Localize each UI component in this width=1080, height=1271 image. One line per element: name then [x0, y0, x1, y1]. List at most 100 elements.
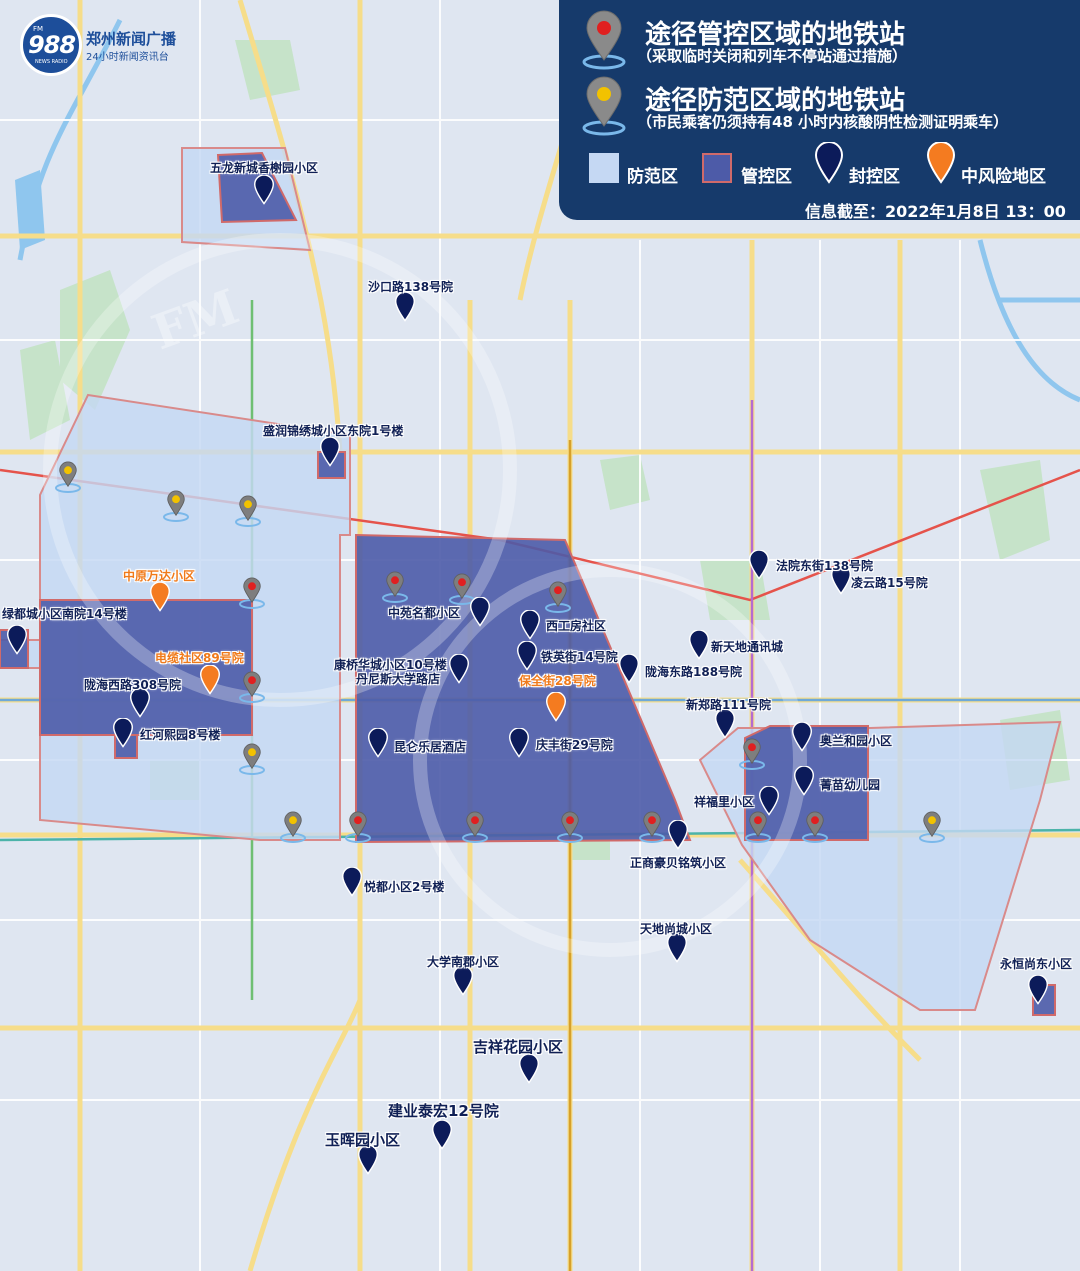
sealed-label-6: 中苑名都小区: [388, 606, 461, 620]
medium-risk-pin-icon: [927, 142, 955, 184]
legend-medium-risk: 中风险地区: [961, 167, 1046, 187]
prevention-zone-swatch: [589, 153, 619, 183]
sealed-pin-16[interactable]: [689, 630, 709, 660]
sealed-label-10: 丹尼斯大学路店: [356, 672, 441, 686]
station-logo: FM 988 NEWS RADIO 郑州新闻广播 24小时新闻资讯台: [20, 14, 185, 76]
sealed-label-25: 吉祥花园小区: [473, 1038, 564, 1056]
prevention-station-icon: [582, 76, 626, 136]
sealed-pin-3[interactable]: [7, 625, 27, 655]
controlled-station-pin-1[interactable]: [242, 670, 262, 700]
sealed-pin-18[interactable]: [792, 722, 812, 752]
prevention-station-pin-0[interactable]: [58, 460, 78, 490]
sealed-pin-6[interactable]: [470, 597, 490, 627]
sealed-pin-21[interactable]: [668, 820, 688, 850]
sealed-label-23: 天地尚城小区: [640, 922, 713, 936]
sealed-pin-4[interactable]: [130, 688, 150, 718]
sealed-pin-14[interactable]: [749, 550, 769, 580]
sealed-pin-15[interactable]: [831, 565, 851, 595]
controlled-station-pin-11[interactable]: [805, 810, 825, 840]
legend-title-controlled: 途径管控区域的地铁站: [645, 20, 906, 50]
sealed-pin-8[interactable]: [517, 641, 537, 671]
sealed-pin-icon: [815, 142, 843, 184]
sealed-pin-11[interactable]: [368, 728, 388, 758]
sealed-pin-19[interactable]: [794, 766, 814, 796]
sealed-pin-12[interactable]: [509, 728, 529, 758]
sealed-pin-20[interactable]: [759, 786, 779, 816]
sealed-label-18: 奥兰和园小区: [820, 734, 893, 748]
sealed-label-26: 建业泰宏12号院: [388, 1102, 499, 1120]
sealed-pin-17[interactable]: [715, 709, 735, 739]
info-timestamp: 信息截至：2022年1月8日 13：00: [805, 202, 1066, 221]
sealed-label-15: 凌云路15号院: [851, 576, 928, 590]
sealed-label-7: 西工房社区: [546, 619, 607, 633]
sealed-label-20: 祥福里小区: [694, 795, 755, 809]
legend-panel: 途径管控区域的地铁站 （采取临时关闭和列车不停站通过措施） 途径防范区域的地铁站…: [559, 0, 1080, 221]
sealed-label-17: 新郑路111号院: [686, 698, 772, 712]
sealed-pin-5[interactable]: [113, 718, 133, 748]
prevention-station-pin-4[interactable]: [283, 810, 303, 840]
controlled-station-pin-2[interactable]: [385, 570, 405, 600]
medium-risk-label-2: 保全街28号院: [519, 674, 596, 688]
logo-fm: FM: [33, 25, 44, 33]
sealed-label-12: 庆丰街29号院: [536, 738, 613, 752]
legend-prevention-zone: 防范区: [627, 167, 678, 187]
logo-badge: FM 988 NEWS RADIO: [20, 14, 82, 76]
medium-risk-pin-2[interactable]: [546, 692, 566, 722]
controlled-station-pin-5[interactable]: [348, 810, 368, 840]
sealed-label-0: 五龙新城香榭园小区: [210, 161, 319, 175]
sealed-pin-23[interactable]: [667, 933, 687, 963]
sealed-label-16: 新天地通讯城: [711, 640, 784, 654]
controlled-station-pin-8[interactable]: [642, 810, 662, 840]
sealed-pin-7[interactable]: [520, 610, 540, 640]
sealed-pin-24[interactable]: [453, 966, 473, 996]
sealed-pin-28[interactable]: [1028, 975, 1048, 1005]
medium-risk-label-0: 中原万达小区: [123, 569, 196, 583]
sealed-label-24: 大学南郡小区: [427, 955, 500, 969]
sealed-label-9: 康桥华城小区10号楼: [334, 658, 447, 672]
medium-risk-pin-0[interactable]: [150, 582, 170, 612]
controlled-station-icon: [582, 10, 626, 70]
controlled-station-pin-7[interactable]: [560, 810, 580, 840]
legend-note-controlled: （采取临时关闭和列车不停站通过措施）: [637, 47, 908, 65]
sealed-label-21: 正商豪贝铭筑小区: [630, 856, 727, 870]
logo-sub: NEWS RADIO: [35, 59, 68, 65]
controlled-station-pin-4[interactable]: [548, 580, 568, 610]
controlled-station-pin-10[interactable]: [748, 810, 768, 840]
prevention-station-pin-2[interactable]: [238, 494, 258, 524]
sealed-pin-0[interactable]: [254, 175, 274, 205]
sealed-pin-1[interactable]: [395, 292, 415, 322]
prevention-station-pin-3[interactable]: [242, 742, 262, 772]
sealed-label-13: 陇海东路188号院: [645, 665, 743, 679]
sealed-label-11: 昆仑乐居酒店: [394, 740, 467, 754]
sealed-label-28: 永恒尚东小区: [1000, 957, 1073, 971]
prevention-station-pin-1[interactable]: [166, 489, 186, 519]
sealed-pin-22[interactable]: [342, 867, 362, 897]
controlled-station-pin-0[interactable]: [242, 576, 262, 606]
sealed-label-22: 悦都小区2号楼: [364, 880, 445, 894]
sealed-label-8: 铁英街14号院: [541, 650, 618, 664]
sealed-pin-9[interactable]: [449, 654, 469, 684]
sealed-pin-26[interactable]: [432, 1120, 452, 1150]
controlled-station-pin-9[interactable]: [742, 737, 762, 767]
sealed-pin-2[interactable]: [320, 437, 340, 467]
controlled-zone-swatch: [702, 153, 732, 183]
controlled-station-pin-6[interactable]: [465, 810, 485, 840]
medium-risk-pin-1[interactable]: [200, 665, 220, 695]
sealed-pin-13[interactable]: [619, 654, 639, 684]
sealed-label-2: 盛润锦绣城小区东院1号楼: [263, 424, 404, 438]
prevention-station-pin-5[interactable]: [922, 810, 942, 840]
station-slogan: 24小时新闻资讯台: [86, 52, 169, 63]
sealed-label-27: 玉晖园小区: [325, 1131, 401, 1149]
legend-sealed-zone: 封控区: [849, 167, 900, 187]
sealed-label-19: 菁苗幼儿园: [820, 778, 881, 792]
station-name: 郑州新闻广播: [86, 30, 177, 48]
sealed-pin-27[interactable]: [358, 1145, 378, 1175]
controlled-station-pin-3[interactable]: [452, 572, 472, 602]
sealed-label-3: 绿都城小区南院14号楼: [2, 607, 127, 621]
legend-title-prevention: 途径防范区域的地铁站: [645, 86, 906, 116]
sealed-pin-25[interactable]: [519, 1054, 539, 1084]
sealed-label-1: 沙口路138号院: [368, 280, 454, 294]
legend-controlled-zone: 管控区: [741, 167, 792, 187]
sealed-label-14: 法院东街138号院: [776, 559, 874, 573]
